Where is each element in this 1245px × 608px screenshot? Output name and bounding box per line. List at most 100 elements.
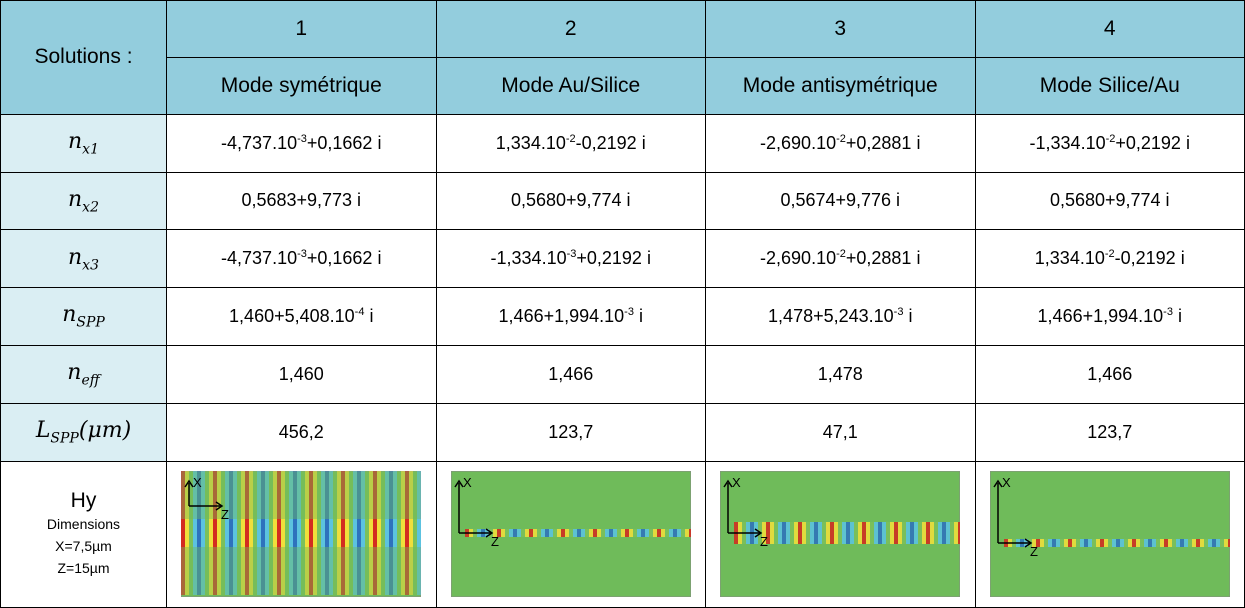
field-stripe (616, 529, 621, 538)
field-stripe (684, 529, 689, 538)
field-stripe (830, 522, 835, 545)
value-cell: 1,460+5,408.10-4 i (166, 287, 437, 347)
value-base: 1,478 (817, 364, 863, 385)
field-stripe (898, 522, 903, 545)
field-stripe (1039, 539, 1044, 548)
field-stripe (253, 519, 258, 548)
field-row: Hy Dimensions X=7,5µm Z=15µm X Z X Z X Z X Z (0, 460, 1245, 608)
field-stripe (798, 522, 803, 545)
data-row: nSPP 1,460+5,408.10-4 i 1,466+1,994.10-3 i… (0, 287, 1245, 347)
field-stripe (261, 519, 266, 548)
axis-x-label: X (732, 475, 741, 490)
field-stripe (1183, 539, 1188, 548)
field-stripe (401, 519, 406, 548)
field-stripe (393, 519, 398, 548)
field-stripe (341, 519, 346, 548)
field-stripe (1107, 539, 1112, 548)
field-stripe (496, 529, 501, 538)
field-stripe (397, 519, 402, 548)
label-main: n (68, 186, 83, 212)
value-exponent: -3 (297, 132, 307, 145)
row-label: nSPP (0, 287, 167, 347)
field-stripe (193, 519, 198, 548)
field-stripe (213, 519, 218, 548)
value-base: 0,5680+9,774 i (510, 190, 631, 211)
field-stripe (1043, 539, 1048, 548)
value-rest: +0,1662 i (306, 132, 382, 153)
field-stripe (1115, 539, 1120, 548)
field-stripe (289, 519, 294, 548)
data-row: neff 1,460 1,466 1,478 1,466 (0, 345, 1245, 404)
field-stripe (926, 522, 931, 545)
label-sub: SPP (50, 430, 79, 447)
value-cell: 0,5680+9,774 i (974, 171, 1245, 231)
field-stripe (1131, 539, 1136, 548)
value-cell: 123,7 (974, 402, 1245, 462)
field-stripe (217, 519, 222, 548)
field-stripe (293, 519, 298, 548)
field-stripe (572, 529, 577, 538)
field-stripe (624, 529, 629, 538)
field-map: XZ (181, 471, 422, 598)
header-row: Mode symétrique Mode Au/Silice Mode antisy… (1, 56, 1245, 115)
field-stripe (608, 529, 613, 538)
field-stripe (329, 519, 334, 548)
field-stripe (508, 529, 513, 538)
field-stripe (672, 529, 677, 538)
value-cell: 1,478+5,243.10-3 i (705, 287, 976, 347)
field-stripe (556, 529, 561, 538)
field-stripe (1087, 539, 1092, 548)
value-base: 0,5680+9,774 i (1049, 190, 1170, 211)
value-cell: 0,5674+9,776 i (705, 171, 976, 231)
value-cell: 1,466+1,994.10-3 i (974, 287, 1245, 347)
field-stripe (1103, 539, 1108, 548)
column-number: 3 (705, 0, 976, 58)
label-sub: x1 (82, 141, 99, 158)
field-stripe (500, 529, 505, 538)
value-rest: i (633, 306, 643, 327)
value-rest: i (903, 306, 913, 327)
field-stripe (1219, 539, 1224, 548)
field-stripe (265, 519, 270, 548)
field-stripe (910, 522, 915, 545)
field-stripe (814, 522, 819, 545)
field-stripe (954, 522, 959, 545)
field-map: XZ (989, 471, 1230, 598)
field-stripe (528, 529, 533, 538)
mode-name: Mode Au/Silice (435, 56, 706, 115)
field-stripe (373, 519, 378, 548)
field-stripe (369, 519, 374, 548)
field-stripe (1071, 539, 1076, 548)
field-stripe (524, 529, 529, 538)
value-base: 1,334.10 (1034, 248, 1105, 269)
field-stripe (1075, 539, 1080, 548)
axis-x-label: X (463, 475, 472, 490)
field-stripe (536, 529, 541, 538)
value-exponent: -2 (565, 132, 576, 145)
field-stripe (241, 519, 246, 548)
arrow-head (454, 480, 464, 488)
field-stripe (1191, 539, 1196, 548)
arrow-head (754, 528, 763, 539)
value-cell: 47,1 (705, 402, 976, 462)
field-stripe (560, 529, 565, 538)
field-stripe (305, 519, 310, 548)
field-stripe (181, 519, 186, 548)
field-stripe (1055, 539, 1060, 548)
field-stripe (676, 529, 681, 538)
field-stripe (938, 522, 943, 545)
value-rest: -0,2192 i (575, 132, 646, 153)
field-stripe (1035, 539, 1040, 548)
field-stripe (588, 529, 593, 538)
field-stripe (1091, 539, 1096, 548)
field-stripe (385, 519, 390, 548)
field-stripe (652, 529, 657, 538)
value-cell: -2,690.10-2+0,2881 i (705, 113, 976, 173)
field-stripe (664, 529, 669, 538)
value-base: 47,1 (822, 421, 858, 442)
field-stripe (237, 519, 242, 548)
field-stripe (333, 519, 338, 548)
